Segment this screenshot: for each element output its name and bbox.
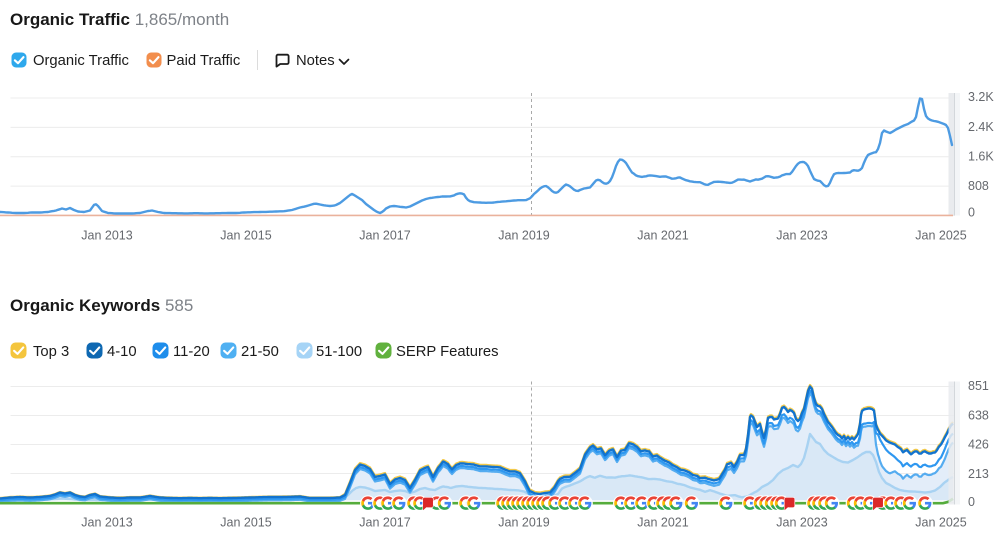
svg-text:2.4K: 2.4K: [968, 120, 994, 134]
svg-text:851: 851: [968, 379, 989, 393]
svg-text:Jan 2013: Jan 2013: [81, 516, 132, 530]
svg-text:213: 213: [968, 467, 989, 481]
svg-text:Jan 2025: Jan 2025: [915, 229, 966, 243]
svg-text:Jan 2023: Jan 2023: [776, 229, 827, 243]
svg-text:808: 808: [968, 179, 989, 193]
svg-text:Jan 2023: Jan 2023: [776, 516, 827, 530]
svg-text:3.2K: 3.2K: [968, 90, 994, 104]
svg-text:Jan 2015: Jan 2015: [220, 229, 271, 243]
svg-text:638: 638: [968, 409, 989, 423]
svg-text:1.6K: 1.6K: [968, 150, 994, 164]
svg-text:Jan 2019: Jan 2019: [498, 516, 549, 530]
svg-text:Jan 2025: Jan 2025: [915, 516, 966, 530]
svg-text:0: 0: [968, 495, 975, 509]
svg-text:Jan 2015: Jan 2015: [220, 516, 271, 530]
svg-text:0: 0: [968, 206, 975, 220]
svg-text:Jan 2021: Jan 2021: [637, 229, 688, 243]
svg-text:Jan 2017: Jan 2017: [359, 229, 410, 243]
svg-text:426: 426: [968, 438, 989, 452]
svg-text:Jan 2021: Jan 2021: [637, 516, 688, 530]
svg-text:Jan 2019: Jan 2019: [498, 229, 549, 243]
svg-text:Jan 2017: Jan 2017: [359, 516, 410, 530]
svg-text:Jan 2013: Jan 2013: [81, 229, 132, 243]
